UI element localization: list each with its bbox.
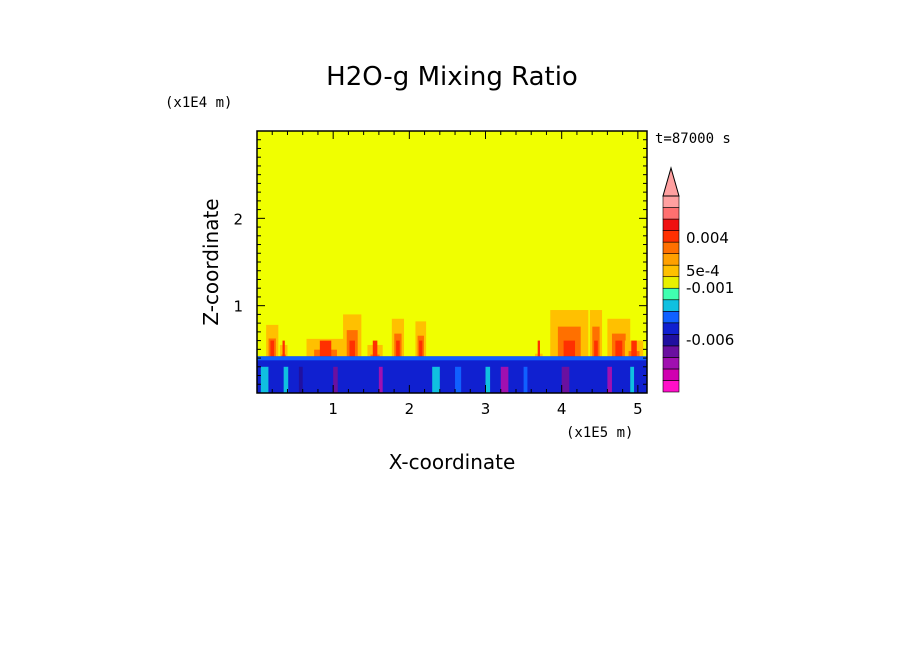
- plume-core: [537, 340, 540, 359]
- colorbar-label: -0.001: [686, 279, 734, 297]
- colorbar-arrow: [662, 166, 680, 197]
- plume-core: [349, 340, 355, 359]
- colorbar: [662, 166, 680, 393]
- colorbar-segment: [662, 253, 680, 266]
- lower-layer-top: [257, 356, 647, 361]
- colorbar-segment: [662, 276, 680, 289]
- tick-marks: [257, 131, 647, 393]
- chart-title: H2O-g Mixing Ratio: [326, 62, 578, 92]
- colorbar-segment: [662, 345, 680, 358]
- colorbar-segment: [662, 264, 680, 278]
- plume-core: [282, 340, 285, 359]
- plume-core: [396, 340, 400, 359]
- lower-layer-streak: [260, 366, 269, 393]
- x-scale-label: (x1E5 m): [566, 425, 633, 441]
- colorbar-segment: [662, 287, 680, 301]
- plume-layer: [266, 310, 644, 359]
- lower-layer-streak: [432, 366, 440, 393]
- x-tick-label: 5: [633, 400, 643, 418]
- y-scale-label: (x1E4 m): [165, 95, 232, 111]
- plot-area: [256, 130, 648, 394]
- plume-core: [615, 340, 623, 359]
- colorbar-label: 0.004: [686, 229, 729, 247]
- lower-layer-streak: [485, 366, 491, 393]
- y-tick-labels: 12: [233, 210, 243, 315]
- lower-layer-streak: [333, 366, 338, 393]
- colorbar-segment: [662, 299, 680, 312]
- lower-layer-streak: [630, 366, 635, 393]
- x-axis-label: X-coordinate: [389, 450, 516, 474]
- x-tick-label: 2: [405, 400, 415, 418]
- lower-layer-base: [257, 356, 647, 393]
- colorbar-label: 5e-4: [686, 262, 720, 280]
- y-tick-label: 2: [233, 210, 243, 228]
- colorbar-label: -0.006: [686, 331, 734, 349]
- plume-core: [631, 340, 637, 359]
- colorbar-segment: [662, 195, 680, 208]
- colorbar-segment: [662, 322, 680, 335]
- lower-layer-streak: [523, 366, 528, 393]
- plume-core: [563, 340, 576, 359]
- x-tick-label: 4: [557, 400, 567, 418]
- x-tick-label: 3: [481, 400, 491, 418]
- plume-core: [319, 340, 332, 359]
- colorbar-segment: [662, 218, 680, 231]
- colorbar-labels: 0.004 5e-4-0.001 -0.006: [686, 229, 734, 349]
- plume-core: [594, 340, 598, 359]
- colorbar-segment: [662, 241, 680, 254]
- plume-core: [419, 340, 423, 359]
- plume-core: [270, 340, 275, 359]
- colorbar-segment: [662, 230, 680, 243]
- lower-layer-streak: [455, 366, 462, 393]
- lower-layer-streak: [298, 366, 303, 393]
- plume-core: [372, 340, 378, 359]
- colorbar-segment: [662, 334, 680, 347]
- lower-layer: [257, 356, 647, 393]
- colorbar-segment: [662, 368, 680, 381]
- colorbar-segment: [662, 357, 680, 370]
- lower-layer-streak: [561, 366, 570, 393]
- colorbar-segment: [662, 207, 680, 220]
- lower-layer-streak: [607, 366, 612, 393]
- time-label: t=87000 s: [655, 131, 731, 147]
- y-axis-label: Z-coordinate: [199, 198, 223, 325]
- x-tick-label: 1: [328, 400, 338, 418]
- lower-layer-streak: [283, 366, 289, 393]
- colorbar-segment: [662, 380, 680, 393]
- colorbar-segment: [662, 310, 680, 324]
- lower-layer-streak: [500, 366, 509, 393]
- lower-layer-streak: [378, 366, 383, 393]
- x-tick-labels: 1 2 3 4 5: [328, 400, 642, 418]
- y-tick-label: 1: [233, 298, 243, 316]
